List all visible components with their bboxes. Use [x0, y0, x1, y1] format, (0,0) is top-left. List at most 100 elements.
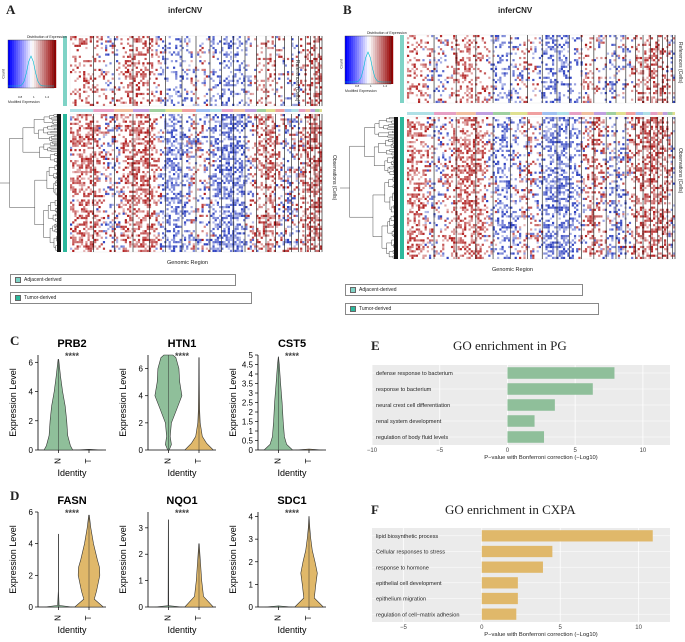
heatmap-cell	[415, 45, 418, 49]
heatmap-cell	[142, 122, 145, 125]
heatmap-cell	[91, 90, 95, 93]
heatmap-cell	[83, 184, 86, 187]
heatmap-cell	[234, 243, 237, 246]
heatmap-cell	[83, 221, 86, 224]
heatmap-cell	[78, 55, 81, 58]
heatmap-cell	[172, 177, 176, 180]
heatmap-cell	[201, 135, 204, 139]
heatmap-cell	[295, 230, 298, 233]
heatmap-cell	[146, 160, 149, 163]
heatmap-cell	[240, 241, 244, 244]
heatmap-cell	[102, 241, 106, 244]
heatmap-cell	[74, 160, 77, 163]
heatmap-cell	[284, 241, 287, 244]
heatmap-cell	[146, 227, 149, 231]
heatmap-cell	[407, 96, 410, 99]
heatmap-cell	[282, 210, 285, 213]
heatmap-cell	[282, 157, 285, 160]
heatmap-cell	[137, 188, 141, 191]
heatmap-cell	[223, 155, 226, 158]
heatmap-cell	[172, 219, 176, 222]
heatmap-cell	[258, 135, 261, 139]
heatmap-cell	[424, 85, 427, 88]
heatmap-cell	[124, 140, 127, 143]
heatmap-cell	[133, 140, 136, 143]
heatmap-cell	[311, 212, 314, 215]
heatmap-cell	[286, 160, 290, 163]
heatmap-cell	[96, 177, 99, 180]
heatmap-cell	[317, 227, 320, 231]
heatmap-cell	[315, 190, 318, 193]
heatmap-cell	[457, 48, 460, 51]
heatmap-cell	[311, 216, 314, 220]
heatmap-cell	[153, 146, 156, 150]
heatmap-cell	[142, 190, 145, 193]
heatmap-cell	[225, 157, 228, 160]
heatmap-cell	[212, 79, 215, 82]
heatmap-cell	[170, 186, 173, 189]
heatmap-cell	[72, 241, 75, 244]
heatmap-cell	[137, 199, 141, 202]
heatmap-cell	[205, 203, 209, 206]
heatmap-cell	[212, 212, 215, 215]
heatmap-cell	[300, 197, 303, 200]
heatmap-cell	[295, 103, 298, 106]
heatmap-cell	[234, 162, 237, 165]
heatmap-cell	[192, 84, 195, 87]
heatmap-cell	[166, 199, 169, 202]
heatmap-cell	[85, 42, 88, 45]
heatmap-cell	[468, 70, 471, 73]
heatmap-cell	[199, 149, 202, 152]
heatmap-cell	[87, 164, 90, 167]
heatmap-cell	[258, 122, 261, 125]
heatmap-cell	[269, 55, 272, 58]
heatmap-cell	[89, 234, 92, 237]
heatmap-cell	[116, 216, 119, 220]
heatmap-cell	[133, 62, 136, 65]
heatmap-cell	[286, 73, 290, 76]
heatmap-cell	[76, 66, 79, 69]
heatmap-cell	[197, 79, 200, 82]
heatmap-cell	[203, 160, 206, 163]
heatmap-cell	[229, 151, 233, 154]
heatmap-cell	[319, 157, 322, 160]
heatmap-cell	[289, 120, 292, 123]
heatmap-cell	[102, 133, 106, 136]
heatmap-cell	[308, 116, 312, 119]
heatmap-cell	[424, 65, 427, 68]
heatmap-cell	[102, 135, 106, 139]
heatmap-cell	[450, 76, 454, 79]
heatmap-cell	[286, 186, 290, 189]
heatmap-cell	[234, 138, 237, 141]
heatmap-cell	[133, 197, 136, 200]
heatmap-cell	[140, 188, 143, 191]
heatmap-cell	[102, 230, 106, 233]
heatmap-cell	[205, 186, 209, 189]
heatmap-cell	[238, 40, 241, 43]
heatmap-cell	[164, 118, 167, 121]
heatmap-cell	[267, 230, 270, 233]
heatmap-cell	[238, 186, 241, 189]
heatmap-cell	[308, 157, 312, 160]
heatmap-cell	[146, 84, 149, 87]
heatmap-cell	[109, 249, 112, 252]
heatmap-cell	[271, 124, 274, 128]
heatmap-cell	[126, 157, 130, 160]
heatmap-cell	[162, 210, 165, 213]
color-key-cell	[363, 36, 366, 84]
heatmap-cell	[170, 177, 173, 180]
heatmap-cell	[76, 122, 79, 125]
heatmap-cell	[70, 223, 73, 226]
heatmap-cell	[179, 86, 182, 89]
heatmap-cell	[100, 114, 103, 117]
heatmap-cell	[133, 162, 136, 165]
heatmap-cell	[297, 188, 301, 191]
heatmap-cell	[300, 38, 303, 41]
heatmap-cell	[203, 73, 206, 76]
heatmap-cell	[225, 122, 228, 125]
heatmap-cell	[293, 138, 296, 141]
heatmap-cell	[131, 243, 134, 246]
heatmap-cell	[267, 212, 270, 215]
heatmap-cell	[426, 67, 429, 71]
heatmap-cell	[133, 212, 136, 215]
